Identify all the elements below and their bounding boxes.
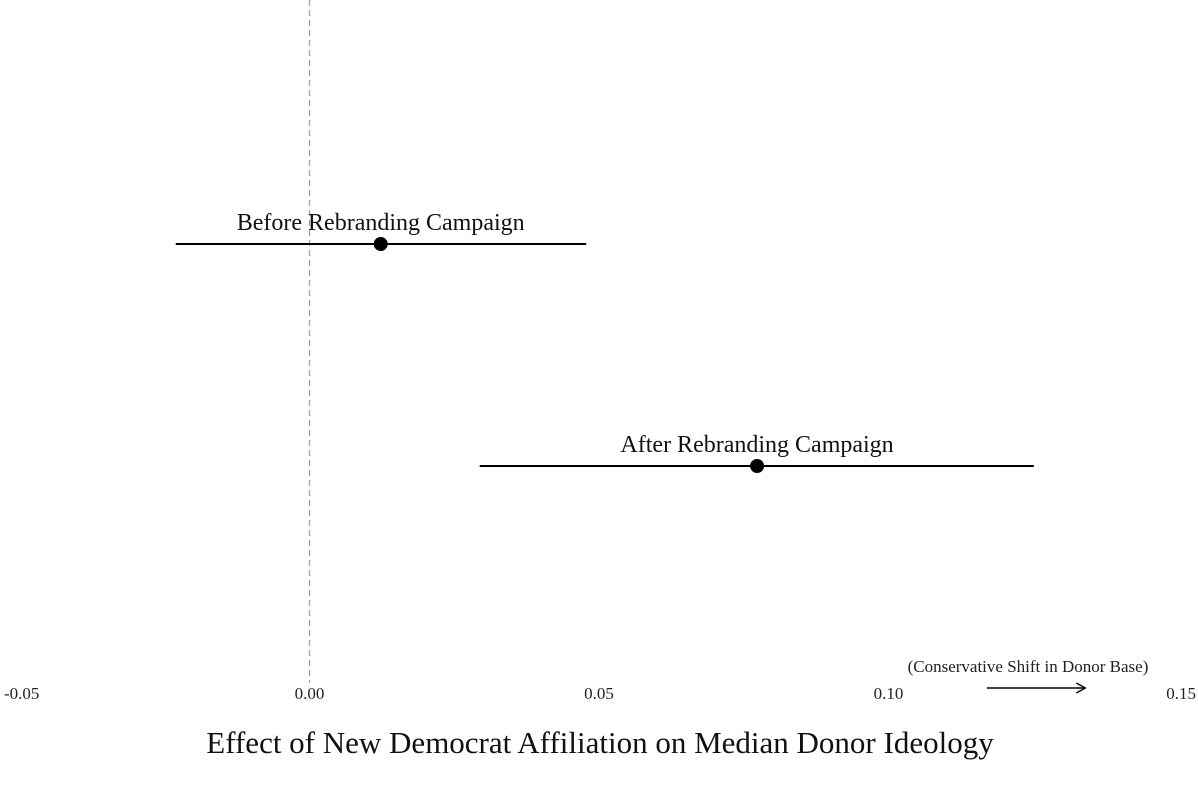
x-axis-ticks: -0.05 0.00 0.05 0.10 0.15 [4, 684, 1196, 703]
point-estimate-before-rebranding-campaign [373, 237, 388, 251]
series-label-after-rebranding-campaign: After Rebranding Campaign [620, 432, 893, 458]
x-axis-label: Effect of New Democrat Affiliation on Me… [206, 725, 994, 760]
x-tick-label: -0.05 [4, 684, 39, 703]
series-label-before-rebranding-campaign: Before Rebranding Campaign [237, 210, 525, 236]
annotation-text: (Conservative Shift in Donor Base) [908, 657, 1149, 676]
x-tick-label: 0.15 [1166, 684, 1196, 703]
annotation: (Conservative Shift in Donor Base) [908, 657, 1149, 694]
series-layer: Before Rebranding Campaign After Rebrandi… [175, 210, 1034, 473]
x-tick-label: 0.10 [874, 684, 904, 703]
annotation-arrowhead [1076, 682, 1087, 694]
point-estimate-after-rebranding-campaign [750, 459, 765, 473]
x-tick-label: 0.00 [295, 684, 325, 703]
x-tick-label: 0.05 [584, 684, 614, 703]
